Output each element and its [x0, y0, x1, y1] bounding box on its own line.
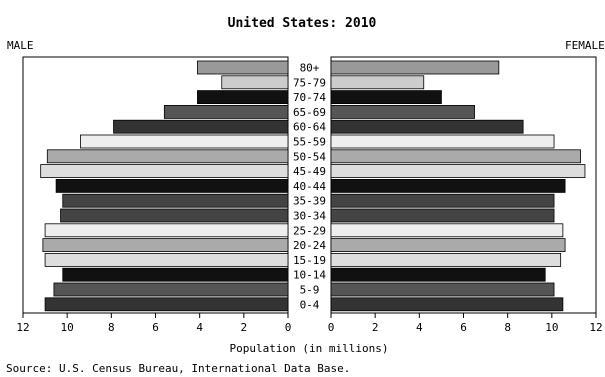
age-group-label: 35-39 [293, 195, 326, 208]
male-label: MALE [7, 39, 34, 52]
x-tick-label: 4 [416, 321, 423, 334]
female-bar [330, 134, 555, 149]
female-bar [330, 119, 524, 134]
age-group-label: 45-49 [293, 165, 326, 178]
male-bar [44, 297, 289, 312]
male-bar [113, 119, 289, 134]
female-bar [330, 178, 566, 193]
age-group-label: 50-54 [293, 150, 326, 163]
male-bar [62, 267, 289, 282]
x-axis-label: Population (in millions) [230, 342, 389, 355]
x-tick-label: 10 [545, 321, 558, 334]
male-bar [44, 223, 289, 238]
age-group-label: 30-34 [293, 210, 326, 223]
female-bar [330, 193, 555, 208]
female-bar [330, 223, 564, 238]
male-bar [221, 75, 289, 90]
male-bar [44, 252, 289, 267]
age-group-label: 55-59 [293, 136, 326, 149]
x-tick-label: 2 [372, 321, 379, 334]
x-tick-label: 12 [16, 321, 29, 334]
x-tick-label: 0 [328, 321, 335, 334]
age-group-label: 70-74 [293, 91, 326, 104]
female-bar [330, 208, 555, 223]
age-group-label: 65-69 [293, 106, 326, 119]
male-bar [62, 193, 289, 208]
age-group-label: 5-9 [300, 284, 320, 297]
x-tick-label: 8 [504, 321, 511, 334]
x-tick-label: 12 [589, 321, 602, 334]
x-tick-label: 2 [241, 321, 248, 334]
male-bar [53, 282, 289, 297]
age-group-label: 40-44 [293, 180, 326, 193]
male-bar [40, 164, 289, 179]
female-bar [330, 164, 586, 179]
female-bar [330, 282, 555, 297]
male-bar [42, 238, 289, 253]
male-bar [197, 90, 289, 104]
age-group-label: 80+ [300, 62, 320, 75]
male-bar [80, 134, 289, 149]
male-bars [40, 60, 289, 312]
x-tick-label: 6 [460, 321, 467, 334]
male-bar [55, 178, 289, 193]
female-bar [330, 105, 475, 119]
male-bar [46, 149, 289, 164]
chart-title: United States: 2010 [228, 16, 377, 31]
x-tick-label: 8 [108, 321, 115, 334]
female-label: FEMALE [565, 39, 605, 52]
x-tick-label: 10 [61, 321, 74, 334]
age-group-label: 15-19 [293, 254, 326, 267]
female-bar [330, 238, 566, 253]
age-group-label: 20-24 [293, 239, 326, 252]
age-group-label: 25-29 [293, 224, 326, 237]
source-note: Source: U.S. Census Bureau, Internationa… [6, 362, 350, 375]
female-bar [330, 60, 500, 75]
x-tick-label: 0 [285, 321, 292, 334]
female-bar [330, 90, 442, 104]
x-tick-label: 4 [196, 321, 203, 334]
age-group-label: 0-4 [300, 298, 320, 311]
age-group-label: 60-64 [293, 121, 326, 134]
male-bar [163, 105, 289, 119]
age-group-label: 75-79 [293, 76, 326, 89]
male-bar [60, 208, 289, 223]
female-bar [330, 149, 581, 164]
age-group-label: 10-14 [293, 269, 326, 282]
x-tick-label: 6 [152, 321, 159, 334]
female-bar [330, 297, 564, 312]
male-bar [197, 60, 289, 75]
x-axis-ticks: 12 10 8 6 4 2 0 0 2 4 6 8 10 12 [16, 313, 603, 334]
female-bar [330, 75, 425, 90]
female-bars [330, 60, 586, 312]
female-bar [330, 252, 562, 267]
female-bar [330, 267, 546, 282]
